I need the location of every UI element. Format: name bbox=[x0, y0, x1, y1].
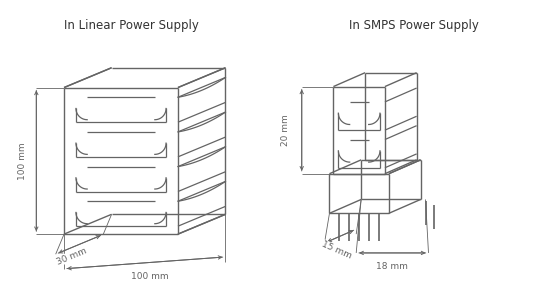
Text: In SMPS Power Supply: In SMPS Power Supply bbox=[349, 19, 479, 32]
Text: 100 mm: 100 mm bbox=[18, 142, 27, 180]
Text: 30 mm: 30 mm bbox=[55, 246, 88, 267]
Text: 15 mm: 15 mm bbox=[320, 239, 353, 261]
Text: 20 mm: 20 mm bbox=[282, 114, 290, 146]
Text: In Linear Power Supply: In Linear Power Supply bbox=[64, 19, 199, 32]
Text: 18 mm: 18 mm bbox=[377, 262, 408, 271]
Text: 100 mm: 100 mm bbox=[131, 272, 169, 281]
